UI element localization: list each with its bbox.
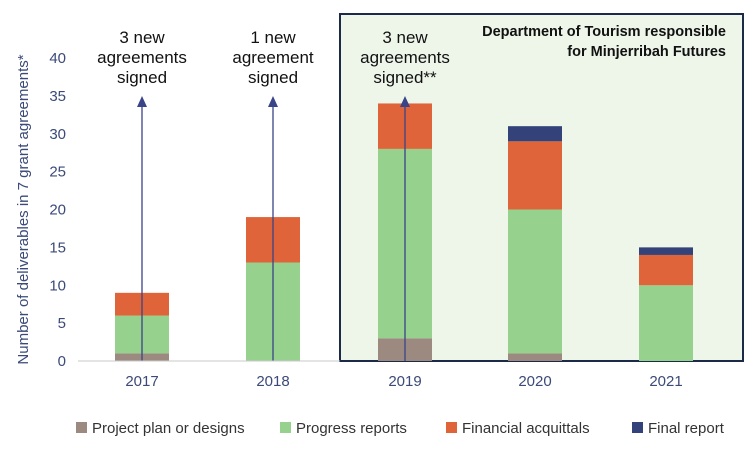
annotation-text: 3 new	[382, 28, 428, 47]
y-tick-label: 20	[49, 202, 66, 219]
annotation-text: signed	[117, 68, 167, 87]
bar-2020-final	[508, 126, 562, 142]
legend-label: Final report	[648, 420, 725, 437]
annotation-text: signed	[248, 68, 298, 87]
arrow-head	[137, 96, 147, 107]
y-tick-label: 5	[58, 315, 66, 332]
y-tick-label: 35	[49, 88, 66, 105]
bar-2021-financial	[639, 254, 693, 286]
x-tick-label: 2020	[518, 373, 551, 390]
legend-swatch	[446, 422, 457, 433]
x-tick-label: 2019	[388, 373, 421, 390]
y-tick-label: 25	[49, 164, 66, 181]
legend: Project plan or designs Progress reports F…	[76, 420, 725, 437]
arrow-head	[268, 96, 278, 107]
annotation-text: signed**	[373, 68, 437, 87]
annotation-arrows	[137, 96, 410, 361]
bar-2021-final	[639, 247, 693, 255]
y-tick-label: 10	[49, 277, 66, 294]
bar-2020-progress	[508, 209, 562, 354]
highlight-title: Department of Tourism responsible	[482, 24, 726, 40]
annotation-text: 1 new	[250, 28, 296, 47]
legend-label: Financial acquittals	[462, 420, 590, 437]
x-tick-label: 2021	[649, 373, 682, 390]
bar-2020-project_plan	[508, 353, 562, 361]
y-tick-label: 0	[58, 353, 66, 370]
annotation-text: agreement	[232, 48, 314, 67]
x-tick-label: 2017	[125, 373, 158, 390]
annotation-text: 3 new	[119, 28, 165, 47]
x-tick-label: 2018	[256, 373, 289, 390]
y-tick-label: 15	[49, 239, 66, 256]
y-axis-label: Number of deliverables in 7 grant agreem…	[15, 54, 32, 364]
legend-label: Progress reports	[296, 420, 407, 437]
legend-swatch	[280, 422, 291, 433]
legend-label: Project plan or designs	[92, 420, 245, 437]
arrow-head	[400, 96, 410, 107]
legend-swatch	[76, 422, 87, 433]
bar-2021-progress	[639, 285, 693, 361]
highlight-title: for Minjerribah Futures	[567, 44, 726, 60]
legend-swatch	[632, 422, 643, 433]
bar-2020-financial	[508, 141, 562, 210]
annotation-text: agreements	[97, 48, 187, 67]
annotation-text: agreements	[360, 48, 450, 67]
y-tick-label: 30	[49, 126, 66, 143]
axes: 0 5 10 15 20 25 30 35 40 2017 2018 2019 2020 2021 Numb…	[15, 50, 683, 390]
y-tick-label: 40	[49, 50, 66, 67]
